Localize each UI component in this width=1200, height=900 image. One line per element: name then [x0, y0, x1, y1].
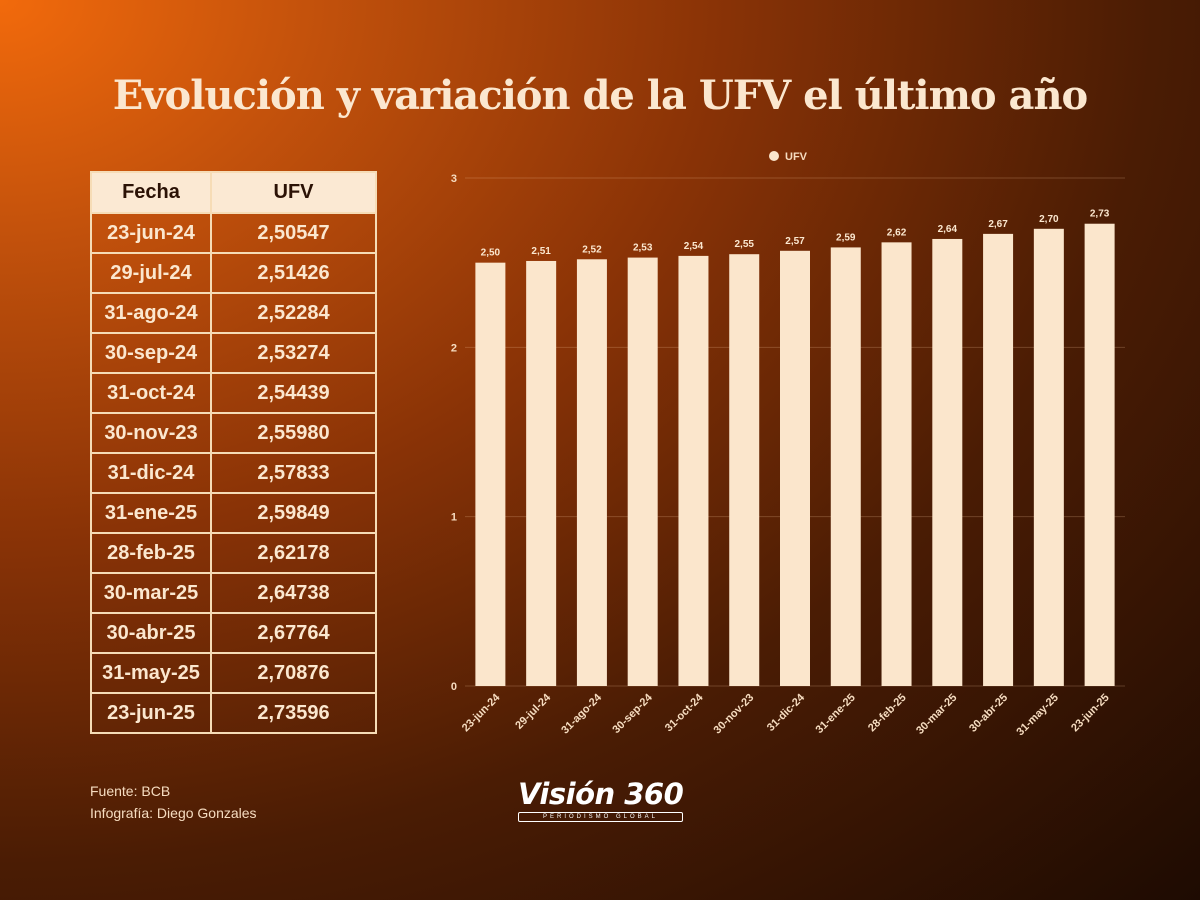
bar [1033, 228, 1064, 687]
chart-title: Evolución y variación de la UFV el últim… [112, 72, 1088, 119]
ufv-value-cell: 2,59849 [210, 492, 377, 534]
legend-label: UFV [785, 151, 808, 163]
date-cell: 30-abr-25 [90, 612, 212, 654]
table-row: 30-abr-25 2,67764 [90, 612, 377, 654]
date-cell: 31-may-25 [90, 652, 212, 694]
x-tick-label: 30-mar-25 [914, 692, 959, 737]
source-note: Fuente: BCB [90, 783, 171, 799]
bar [881, 242, 912, 686]
bar [526, 260, 557, 686]
ufv-value-cell: 2,53274 [210, 332, 377, 374]
date-cell: 23-jun-24 [90, 212, 212, 254]
date-cell: 29-jul-24 [90, 252, 212, 294]
ufv-value-cell: 2,64738 [210, 572, 377, 614]
bar [678, 255, 709, 686]
bar-value-label: 2,73 [1090, 209, 1110, 220]
bar [576, 259, 607, 686]
ufv-value-cell: 2,70876 [210, 652, 377, 694]
bar-value-label: 2,53 [633, 243, 653, 254]
table-row: 30-nov-23 2,55980 [90, 412, 377, 454]
legend-marker [769, 151, 779, 161]
ufv-value-cell: 2,54439 [210, 372, 377, 414]
table-row: 31-may-25 2,70876 [90, 652, 377, 694]
date-cell: 31-ene-25 [90, 492, 212, 534]
table-row: 23-jun-25 2,73596 [90, 692, 377, 734]
date-cell: 31-oct-24 [90, 372, 212, 414]
ufv-value-cell: 2,51426 [210, 252, 377, 294]
table-row: 30-sep-24 2,53274 [90, 332, 377, 374]
date-cell: 30-mar-25 [90, 572, 212, 614]
ufv-value-cell: 2,67764 [210, 612, 377, 654]
bar [932, 238, 963, 686]
bar-value-label: 2,59 [836, 232, 856, 243]
date-cell: 31-ago-24 [90, 292, 212, 334]
bar [780, 250, 810, 686]
bar-value-label: 2,57 [785, 236, 805, 247]
bar-chart: 0 1 2 3 UFV 2,50 23-jun-24 2,51 29-jul-24 2,52 31-… [451, 151, 1125, 739]
ufv-value-cell: 2,62178 [210, 532, 377, 574]
bar [830, 247, 861, 686]
ufv-value-cell: 2,50547 [210, 212, 377, 254]
vision360-logo: Visión 360 PERIODISMO GLOBAL [518, 777, 684, 822]
bar-value-label: 2,51 [531, 246, 551, 257]
x-tick-label: 23-jun-25 [1069, 692, 1112, 735]
ufv-table: Fecha UFV 23-jun-24 2,50547 29-jul-24 2,514… [90, 171, 377, 734]
bar-value-label: 2,62 [887, 227, 907, 238]
footer: Fuente: BCB Infografía: Diego Gonzales [90, 780, 257, 824]
table-body: 23-jun-24 2,50547 29-jul-24 2,51426 31-ago-2… [90, 212, 377, 734]
bar-value-label: 2,64 [938, 224, 958, 235]
bar-value-label: 2,67 [988, 219, 1008, 230]
y-tick-label: 0 [451, 681, 457, 693]
bar-value-label: 2,50 [481, 248, 501, 259]
bar-value-label: 2,54 [684, 241, 704, 252]
y-tick-label: 2 [451, 342, 457, 354]
bar-value-label: 2,55 [734, 239, 754, 250]
x-tick-label: 30-abr-25 [967, 692, 1010, 735]
table-row: 23-jun-24 2,50547 [90, 212, 377, 254]
x-tick-label: 31-dic-24 [765, 691, 808, 734]
logo-tagline: PERIODISMO GLOBAL [518, 812, 683, 822]
x-tick-label: 31-oct-24 [663, 691, 706, 734]
bar [475, 262, 506, 686]
x-tick-label: 31-may-25 [1014, 692, 1061, 739]
ufv-value-cell: 2,55980 [210, 412, 377, 454]
x-tick-label: 31-ene-25 [814, 692, 858, 736]
table-row: 28-feb-25 2,62178 [90, 532, 377, 574]
date-cell: 28-feb-25 [90, 532, 212, 574]
ufv-value-cell: 2,57833 [210, 452, 377, 494]
bar-value-label: 2,70 [1039, 214, 1059, 225]
header-ufv: UFV [210, 171, 377, 214]
table-row: 30-mar-25 2,64738 [90, 572, 377, 614]
credit-note: Infografía: Diego Gonzales [90, 805, 257, 821]
ufv-value-cell: 2,52284 [210, 292, 377, 334]
table-row: 31-ene-25 2,59849 [90, 492, 377, 534]
ufv-value-cell: 2,73596 [210, 692, 377, 734]
table-header-row: Fecha UFV [90, 171, 377, 214]
date-cell: 31-dic-24 [90, 452, 212, 494]
table-row: 31-ago-24 2,52284 [90, 292, 377, 334]
x-tick-label: 23-jun-24 [460, 691, 503, 734]
x-tick-label: 28-feb-25 [866, 692, 909, 735]
bar-value-label: 2,52 [582, 244, 602, 255]
x-tick-label: 30-sep-24 [610, 691, 655, 736]
y-tick-label: 1 [451, 512, 457, 524]
date-cell: 30-sep-24 [90, 332, 212, 374]
date-cell: 23-jun-25 [90, 692, 212, 734]
logo-text: Visión 360 [518, 777, 684, 811]
bar [627, 257, 658, 686]
table-row: 29-jul-24 2,51426 [90, 252, 377, 294]
y-tick-label: 3 [451, 173, 457, 185]
bar [729, 254, 760, 686]
x-tick-label: 30-nov-23 [712, 692, 757, 737]
header-fecha: Fecha [90, 171, 212, 214]
bar [1084, 223, 1115, 686]
date-cell: 30-nov-23 [90, 412, 212, 454]
x-tick-label: 31-ago-24 [559, 691, 604, 736]
bar [983, 233, 1014, 686]
table-row: 31-oct-24 2,54439 [90, 372, 377, 414]
table-row: 31-dic-24 2,57833 [90, 452, 377, 494]
x-tick-label: 29-jul-24 [513, 691, 554, 732]
